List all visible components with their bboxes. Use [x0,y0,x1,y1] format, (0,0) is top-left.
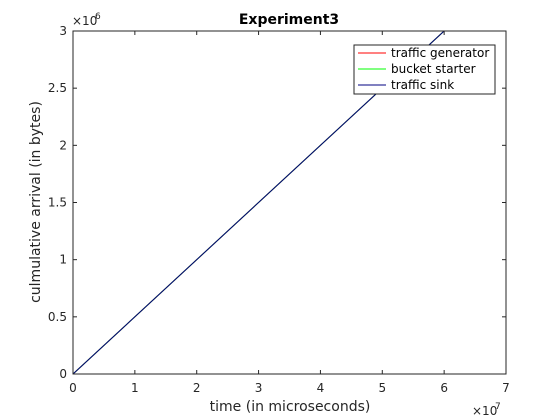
x-tick-label: 1 [131,381,139,395]
x-tick-label: 0 [69,381,77,395]
x-axis-multiplier: ×10 7 [472,402,501,418]
x-tick-label: 2 [193,381,201,395]
x-tick-label: 4 [317,381,325,395]
legend-label-1: bucket starter [391,62,476,76]
y-tick-label: 1.5 [48,196,67,210]
y-tick-label: 3 [59,24,67,38]
x-tick-label: 5 [378,381,386,395]
x-multiplier-exponent: 7 [495,402,501,412]
x-tick-label: 7 [502,381,510,395]
legend-label-2: traffic sink [391,78,454,92]
y-tick-label: 2.5 [48,81,67,95]
y-axis-multiplier: ×10 6 [72,12,101,28]
legend-label-0: traffic generator [391,46,489,60]
y-tick-label: 1 [59,253,67,267]
x-tick-label: 6 [440,381,448,395]
x-axis-label: time (in microseconds) [210,399,371,415]
y-tick-label: 0.5 [48,310,67,324]
x-multiplier-base: ×10 [472,404,497,418]
y-multiplier-exponent: 6 [95,12,101,22]
chart-title: Experiment3 [239,12,339,28]
y-multiplier-base: ×10 [72,14,97,28]
y-axis-label: culmulative arrival (in bytes) [28,101,44,303]
legend: traffic generator bucket starter traffic s… [353,44,496,95]
x-tick-label: 3 [255,381,263,395]
x-axis-ticks: 0 1 2 3 4 5 6 7 [69,31,510,395]
y-axis-ticks: 0 0.5 1 1.5 2 2.5 3 [48,24,506,381]
y-tick-label: 2 [59,138,67,152]
y-tick-label: 0 [59,367,67,381]
